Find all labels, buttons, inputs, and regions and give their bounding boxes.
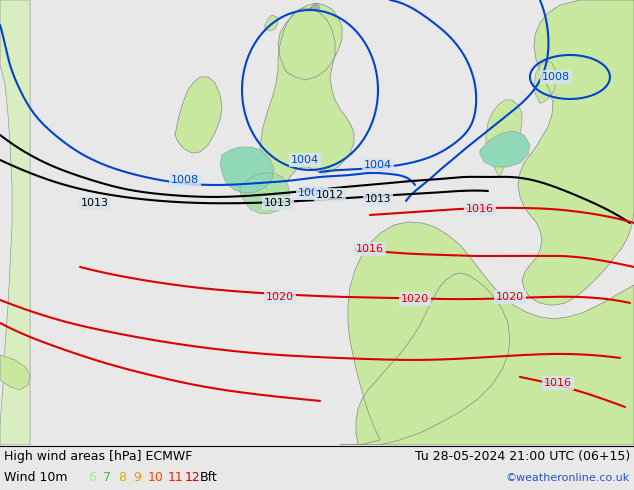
Text: 1008: 1008 [542,72,570,82]
Polygon shape [0,0,30,445]
Text: 8: 8 [118,471,126,485]
Text: ©weatheronline.co.uk: ©weatheronline.co.uk [506,473,630,483]
Text: Wind 10m: Wind 10m [4,471,67,485]
Text: High wind areas [hPa] ECMWF: High wind areas [hPa] ECMWF [4,450,192,464]
Polygon shape [260,8,354,205]
Text: 1016: 1016 [466,204,494,214]
Polygon shape [310,4,320,11]
Text: 1020: 1020 [496,292,524,302]
Polygon shape [278,3,342,80]
Polygon shape [175,77,222,153]
Text: 1008: 1008 [171,175,199,185]
Text: 1004: 1004 [364,160,392,170]
Polygon shape [220,147,274,193]
Text: 10: 10 [148,471,164,485]
Text: 1004: 1004 [291,155,319,165]
Text: 12: 12 [185,471,201,485]
Text: 1008: 1008 [298,188,326,198]
Text: 1013: 1013 [81,198,109,208]
Text: 9: 9 [133,471,141,485]
Polygon shape [356,273,510,445]
Text: Tu 28-05-2024 21:00 UTC (06+15): Tu 28-05-2024 21:00 UTC (06+15) [415,450,630,464]
Polygon shape [480,131,530,167]
Polygon shape [240,173,290,214]
Text: 1016: 1016 [356,244,384,254]
Text: 1013: 1013 [365,194,391,204]
Text: 1020: 1020 [266,292,294,302]
Text: Bft: Bft [200,471,217,485]
Text: 7: 7 [103,471,111,485]
Polygon shape [265,15,278,31]
Text: 1020: 1020 [401,294,429,304]
Polygon shape [0,355,30,390]
Text: 1012: 1012 [316,190,344,200]
Text: 1013: 1013 [264,198,292,208]
Polygon shape [340,222,634,445]
Text: 6: 6 [88,471,96,485]
Polygon shape [486,100,522,177]
Polygon shape [534,61,556,103]
Text: 1016: 1016 [544,378,572,388]
Text: 11: 11 [168,471,184,485]
Polygon shape [518,0,634,305]
